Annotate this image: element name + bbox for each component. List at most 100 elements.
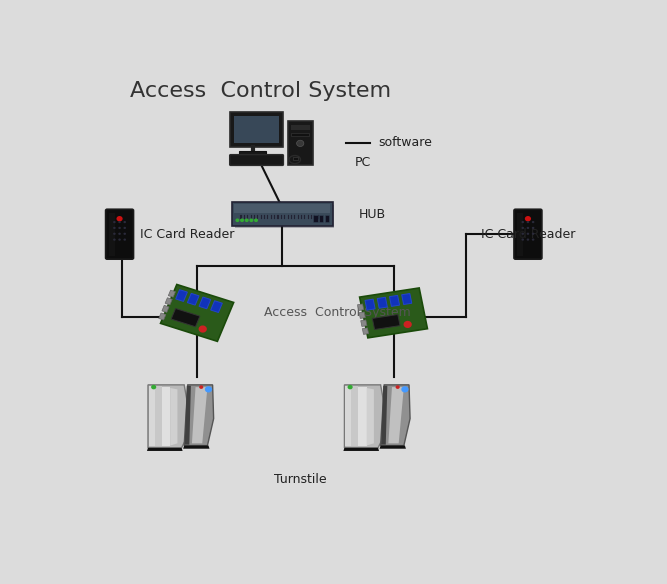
FancyBboxPatch shape: [310, 214, 312, 220]
Circle shape: [532, 221, 534, 223]
Polygon shape: [344, 448, 379, 451]
FancyBboxPatch shape: [372, 315, 400, 329]
Circle shape: [250, 219, 253, 221]
FancyBboxPatch shape: [187, 293, 199, 305]
Circle shape: [527, 221, 529, 223]
FancyBboxPatch shape: [325, 215, 329, 222]
Polygon shape: [358, 387, 367, 446]
FancyBboxPatch shape: [161, 284, 233, 341]
FancyBboxPatch shape: [105, 209, 133, 259]
Polygon shape: [170, 388, 177, 446]
FancyBboxPatch shape: [287, 121, 313, 165]
Circle shape: [205, 386, 212, 392]
Circle shape: [113, 227, 115, 229]
Circle shape: [532, 232, 534, 235]
Circle shape: [245, 219, 248, 221]
FancyBboxPatch shape: [317, 214, 319, 220]
FancyBboxPatch shape: [109, 213, 115, 256]
Circle shape: [532, 238, 534, 241]
FancyBboxPatch shape: [390, 296, 400, 307]
Circle shape: [199, 385, 203, 389]
Circle shape: [396, 385, 400, 389]
Polygon shape: [367, 388, 374, 446]
Circle shape: [113, 238, 115, 241]
FancyBboxPatch shape: [297, 214, 299, 220]
Circle shape: [199, 325, 207, 333]
FancyBboxPatch shape: [362, 328, 369, 335]
FancyBboxPatch shape: [293, 157, 298, 160]
Polygon shape: [381, 386, 388, 444]
Polygon shape: [346, 386, 351, 446]
FancyBboxPatch shape: [378, 297, 388, 308]
Polygon shape: [381, 385, 410, 446]
FancyBboxPatch shape: [517, 213, 524, 256]
Text: IC Card Reader: IC Card Reader: [482, 228, 576, 241]
FancyBboxPatch shape: [313, 214, 315, 220]
FancyBboxPatch shape: [239, 151, 266, 157]
Circle shape: [118, 232, 121, 235]
Circle shape: [123, 221, 126, 223]
FancyBboxPatch shape: [199, 297, 211, 309]
Polygon shape: [388, 387, 404, 443]
FancyBboxPatch shape: [211, 301, 222, 312]
FancyBboxPatch shape: [360, 288, 428, 338]
FancyBboxPatch shape: [259, 214, 261, 220]
FancyBboxPatch shape: [246, 214, 248, 220]
Polygon shape: [183, 446, 209, 449]
Circle shape: [255, 219, 257, 221]
FancyBboxPatch shape: [243, 214, 245, 220]
FancyBboxPatch shape: [402, 294, 412, 304]
FancyBboxPatch shape: [291, 126, 309, 130]
Circle shape: [527, 238, 529, 241]
Polygon shape: [155, 386, 162, 446]
Circle shape: [522, 232, 524, 235]
FancyBboxPatch shape: [514, 209, 542, 259]
Circle shape: [404, 321, 412, 328]
FancyBboxPatch shape: [303, 214, 305, 220]
Circle shape: [113, 221, 115, 223]
FancyBboxPatch shape: [276, 214, 279, 220]
Circle shape: [532, 227, 534, 229]
FancyBboxPatch shape: [235, 206, 334, 228]
Polygon shape: [344, 385, 388, 448]
Circle shape: [522, 238, 524, 241]
Text: PC: PC: [355, 156, 371, 169]
FancyBboxPatch shape: [273, 214, 275, 220]
Circle shape: [527, 227, 529, 229]
Circle shape: [117, 216, 123, 221]
FancyBboxPatch shape: [175, 290, 187, 301]
FancyBboxPatch shape: [232, 202, 333, 225]
Polygon shape: [149, 386, 155, 446]
FancyBboxPatch shape: [162, 305, 169, 312]
Polygon shape: [148, 385, 192, 448]
Circle shape: [525, 216, 531, 221]
Text: Access  Control System: Access Control System: [130, 81, 391, 101]
FancyBboxPatch shape: [359, 312, 366, 318]
Text: software: software: [378, 137, 432, 150]
Text: Access  Control System: Access Control System: [264, 307, 411, 319]
Polygon shape: [162, 387, 170, 446]
FancyBboxPatch shape: [229, 155, 283, 165]
FancyBboxPatch shape: [313, 215, 317, 222]
FancyBboxPatch shape: [165, 298, 172, 305]
FancyBboxPatch shape: [293, 214, 295, 220]
FancyBboxPatch shape: [234, 116, 279, 144]
Ellipse shape: [289, 155, 301, 164]
FancyBboxPatch shape: [280, 214, 282, 220]
Circle shape: [118, 221, 121, 223]
FancyBboxPatch shape: [283, 214, 285, 220]
Polygon shape: [185, 386, 191, 444]
FancyBboxPatch shape: [291, 134, 309, 136]
Circle shape: [118, 227, 121, 229]
FancyBboxPatch shape: [266, 214, 268, 220]
FancyBboxPatch shape: [168, 290, 175, 297]
Circle shape: [522, 227, 524, 229]
Circle shape: [113, 232, 115, 235]
FancyBboxPatch shape: [319, 215, 323, 222]
Circle shape: [118, 238, 121, 241]
Circle shape: [348, 385, 353, 390]
Circle shape: [123, 232, 126, 235]
Polygon shape: [351, 386, 358, 446]
FancyBboxPatch shape: [171, 308, 200, 326]
Text: Turnstile: Turnstile: [274, 473, 327, 486]
